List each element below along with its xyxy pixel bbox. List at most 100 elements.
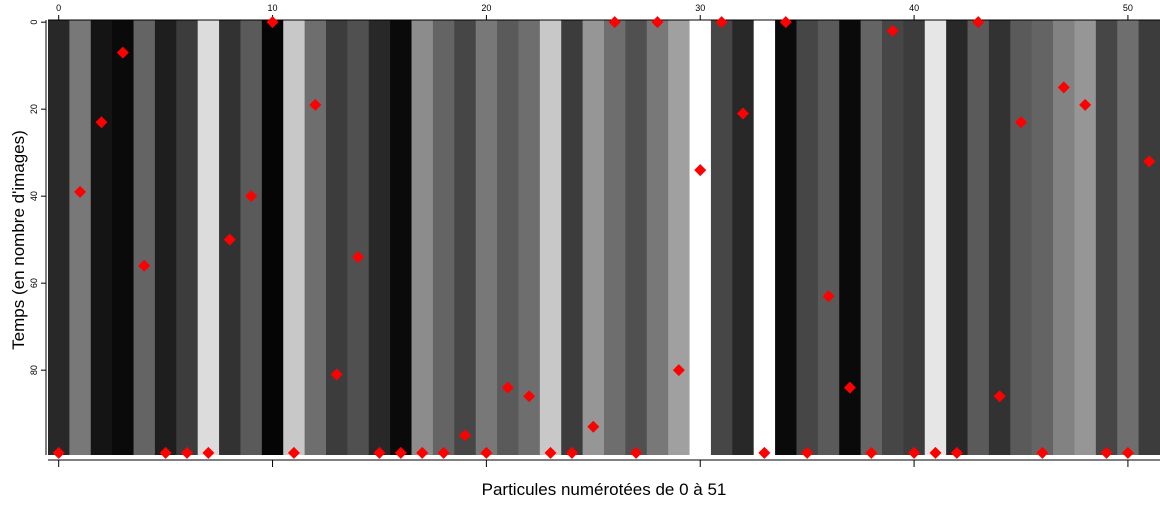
event-marker bbox=[309, 98, 322, 111]
event-marker bbox=[972, 16, 985, 29]
particle-column bbox=[903, 20, 926, 455]
event-marker bbox=[886, 24, 899, 37]
event-marker bbox=[95, 116, 108, 129]
event-marker bbox=[52, 446, 65, 459]
event-marker bbox=[672, 364, 685, 377]
particle-column bbox=[882, 20, 904, 455]
particle-column bbox=[48, 20, 70, 455]
event-marker bbox=[758, 446, 771, 459]
event-marker bbox=[1143, 155, 1156, 168]
particle-column bbox=[646, 20, 669, 455]
event-marker bbox=[843, 381, 856, 394]
event-marker bbox=[908, 446, 921, 459]
particle-column bbox=[197, 20, 220, 455]
particle-column bbox=[1138, 20, 1160, 455]
x-tick-label: 50 bbox=[1123, 3, 1133, 13]
event-marker bbox=[437, 446, 450, 459]
particle-column bbox=[817, 20, 840, 455]
event-marker bbox=[1079, 98, 1092, 111]
event-marker bbox=[480, 446, 493, 459]
particle-column bbox=[283, 20, 306, 455]
y-tick-label: 60 bbox=[29, 278, 39, 288]
particle-column bbox=[497, 20, 519, 455]
particle-column bbox=[1031, 20, 1054, 455]
event-marker bbox=[565, 446, 578, 459]
x-tick-label: 0 bbox=[56, 3, 61, 13]
particle-column bbox=[411, 20, 434, 455]
event-marker bbox=[1121, 446, 1134, 459]
particle-column bbox=[326, 20, 348, 455]
particle-column bbox=[454, 20, 477, 455]
particle-column bbox=[604, 20, 626, 455]
event-marker bbox=[223, 233, 236, 246]
particle-column bbox=[860, 20, 883, 455]
event-marker bbox=[1015, 116, 1027, 129]
particle-column bbox=[796, 20, 819, 455]
particle-column bbox=[924, 20, 947, 455]
event-marker bbox=[993, 390, 1006, 403]
event-marker bbox=[1100, 446, 1113, 459]
event-marker bbox=[587, 420, 600, 433]
event-marker bbox=[608, 16, 621, 29]
event-marker bbox=[929, 446, 942, 459]
particle-column bbox=[133, 20, 156, 455]
event-marker bbox=[202, 446, 215, 459]
event-marker bbox=[865, 446, 878, 459]
x-axis-label: Particules numérotées de 0 à 51 bbox=[482, 480, 727, 499]
particle-column bbox=[390, 20, 413, 455]
particle-column bbox=[240, 20, 263, 455]
y-tick-label: 0 bbox=[29, 20, 39, 25]
event-marker bbox=[715, 16, 728, 29]
event-marker bbox=[245, 190, 258, 203]
particle-column bbox=[112, 20, 135, 455]
particle-column bbox=[689, 20, 712, 455]
event-marker bbox=[330, 368, 343, 381]
particle-column bbox=[261, 20, 284, 455]
event-marker bbox=[373, 446, 386, 459]
event-marker bbox=[159, 446, 172, 459]
particle-column bbox=[475, 20, 498, 455]
particle-column bbox=[304, 20, 327, 455]
particle-column bbox=[839, 20, 862, 455]
event-marker bbox=[822, 290, 835, 303]
event-marker bbox=[416, 446, 429, 459]
event-marker bbox=[779, 16, 792, 29]
event-marker bbox=[74, 185, 87, 198]
particle-column bbox=[1117, 20, 1140, 455]
particle-column bbox=[90, 20, 113, 455]
event-marker bbox=[116, 46, 129, 59]
event-marker bbox=[630, 446, 643, 459]
particle-column bbox=[753, 20, 776, 455]
particle-column bbox=[1074, 20, 1097, 455]
event-marker bbox=[1057, 81, 1070, 94]
x-tick-label: 40 bbox=[909, 3, 919, 13]
event-marker bbox=[181, 446, 193, 459]
event-marker bbox=[266, 16, 279, 29]
particle-column bbox=[1010, 20, 1033, 455]
particle-column bbox=[69, 20, 92, 455]
event-marker bbox=[1036, 446, 1049, 459]
particle-column bbox=[710, 20, 733, 455]
particle-column bbox=[518, 20, 541, 455]
particle-column bbox=[582, 20, 605, 455]
y-tick-label: 20 bbox=[29, 104, 39, 114]
particle-column bbox=[732, 20, 755, 455]
x-tick-label: 30 bbox=[695, 3, 705, 13]
particle-column bbox=[1053, 20, 1075, 455]
particle-column bbox=[967, 20, 990, 455]
particle-column bbox=[368, 20, 391, 455]
particle-column bbox=[176, 20, 199, 455]
event-marker bbox=[801, 446, 814, 459]
y-tick-label: 40 bbox=[29, 191, 39, 201]
particle-column bbox=[775, 20, 797, 455]
event-marker bbox=[544, 446, 557, 459]
event-marker bbox=[287, 446, 300, 459]
y-axis-label: Temps (en nombre d'images) bbox=[9, 130, 28, 350]
event-marker bbox=[694, 164, 707, 177]
event-marker bbox=[394, 446, 407, 459]
x-tick-label: 10 bbox=[268, 3, 278, 13]
particle-column bbox=[946, 20, 969, 455]
particle-column bbox=[1095, 20, 1118, 455]
y-tick-label: 80 bbox=[29, 365, 39, 375]
